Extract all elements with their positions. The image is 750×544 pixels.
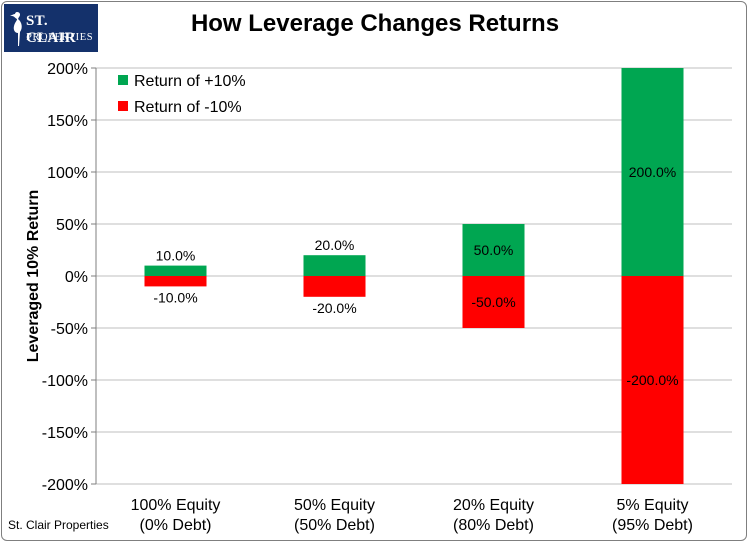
y-tick-label: 150%	[47, 113, 88, 130]
data-label: -20.0%	[312, 300, 356, 316]
data-label: 200.0%	[629, 164, 676, 180]
bar-negative	[462, 276, 525, 328]
data-labels: 10.0% 20.0% 50.0% 200.0% -10.0% -20.0% -50.0% -…	[153, 164, 678, 388]
bar-positive	[303, 255, 366, 276]
category-label: 100% Equity	[131, 497, 221, 514]
bar-negative	[144, 276, 207, 287]
category-label: (95% Debt)	[612, 517, 693, 534]
category-label: (80% Debt)	[453, 517, 534, 534]
category-label: (50% Debt)	[294, 517, 375, 534]
legend-swatch	[118, 101, 128, 111]
category-label: (0% Debt)	[139, 517, 211, 534]
legend-label: Return of +10%	[134, 73, 246, 90]
data-label: -10.0%	[153, 289, 197, 305]
y-tick-label: 50%	[56, 217, 88, 234]
legend-swatch	[118, 75, 128, 85]
y-tick-label: -50%	[51, 321, 88, 338]
logo-line1: ST. CLAIR	[26, 13, 76, 46]
y-tick-label: 100%	[47, 165, 88, 182]
company-logo: ST. CLAIR PROPERTIES	[4, 4, 98, 52]
bar-positive	[144, 265, 207, 276]
heron-icon	[10, 12, 22, 46]
bars	[144, 68, 684, 484]
category-label: 50% Equity	[294, 497, 375, 514]
bar-negative	[621, 276, 684, 484]
legend: Return of +10% Return of -10%	[118, 73, 246, 116]
y-tick-label: -150%	[42, 425, 88, 442]
bar-negative	[303, 276, 366, 297]
source-note: St. Clair Properties	[8, 518, 109, 532]
legend-label: Return of -10%	[134, 99, 242, 116]
data-label: 10.0%	[156, 248, 196, 264]
logo-line2: PROPERTIES	[26, 32, 94, 43]
y-tick-label: 0%	[65, 269, 88, 286]
y-tick-label: 200%	[47, 61, 88, 78]
y-tick-label: -200%	[42, 477, 88, 494]
y-axis-ticks: -200% -150% -100% -50% 0% 50% 100% 150% 200%	[42, 61, 88, 494]
data-label: 50.0%	[474, 242, 514, 258]
data-label: -200.0%	[626, 372, 678, 388]
y-tick-label: -100%	[42, 373, 88, 390]
data-label: 20.0%	[315, 237, 355, 253]
category-label: 5% Equity	[616, 497, 688, 514]
y-axis-label: Leveraged 10% Return	[25, 190, 42, 363]
bar-positive	[621, 68, 684, 276]
bar-positive	[462, 224, 525, 276]
chart-title: How Leverage Changes Returns	[190, 10, 560, 37]
data-label: -50.0%	[471, 294, 515, 310]
category-label: 20% Equity	[453, 497, 534, 514]
category-labels: 100% Equity (0% Debt) 50% Equity (50% Debt)…	[131, 497, 693, 534]
